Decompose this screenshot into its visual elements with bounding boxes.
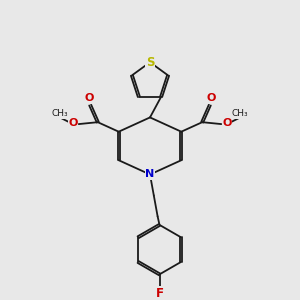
- Text: O: O: [68, 118, 78, 128]
- Text: F: F: [155, 287, 164, 300]
- Text: S: S: [146, 56, 154, 69]
- Text: CH₃: CH₃: [232, 109, 249, 118]
- Text: O: O: [222, 118, 232, 128]
- Text: O: O: [85, 93, 94, 103]
- Text: O: O: [206, 93, 215, 103]
- Text: N: N: [146, 169, 154, 179]
- Text: CH₃: CH₃: [51, 109, 68, 118]
